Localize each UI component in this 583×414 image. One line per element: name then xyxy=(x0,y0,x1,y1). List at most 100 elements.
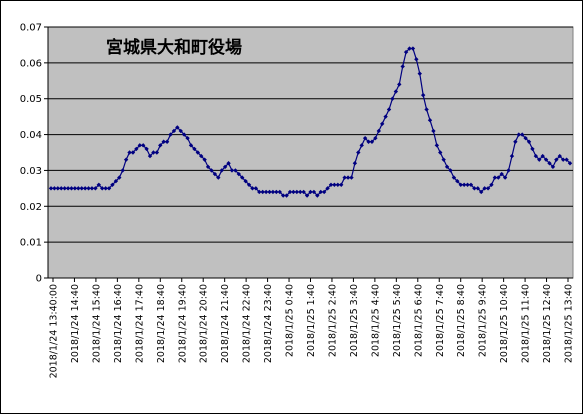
data-point xyxy=(274,189,279,195)
data-point xyxy=(308,189,313,195)
data-point xyxy=(519,132,525,137)
data-point xyxy=(171,128,177,134)
x-tick-label: 2018/1/24 22:40 xyxy=(242,284,253,363)
x-tick-label: 2018/1/25 5:40 xyxy=(392,284,403,357)
data-point xyxy=(438,150,443,155)
data-point xyxy=(369,139,375,144)
data-point xyxy=(496,175,501,180)
data-point xyxy=(465,182,470,187)
data-point xyxy=(106,186,112,191)
data-point xyxy=(304,193,310,198)
data-point xyxy=(117,175,122,180)
x-tick-label: 2018/1/24 16:40 xyxy=(113,284,124,363)
data-point xyxy=(383,114,388,119)
data-point xyxy=(509,153,515,159)
data-point xyxy=(567,161,573,166)
data-point xyxy=(311,189,317,195)
x-tick-label: 2018/1/25 2:40 xyxy=(327,284,338,357)
data-point xyxy=(321,189,327,195)
data-point xyxy=(554,157,559,162)
data-point xyxy=(451,175,457,180)
y-tick-label: 0.02 xyxy=(20,202,42,213)
data-point xyxy=(560,157,566,162)
data-point xyxy=(523,135,528,141)
data-point xyxy=(209,168,214,173)
data-point xyxy=(455,178,460,184)
data-point xyxy=(253,186,259,191)
data-point xyxy=(458,182,463,187)
data-point xyxy=(366,139,371,144)
data-point xyxy=(540,153,545,159)
data-point xyxy=(185,135,190,141)
data-point xyxy=(199,153,204,159)
data-point xyxy=(48,186,54,191)
plot-area xyxy=(47,26,574,279)
data-point xyxy=(362,135,368,141)
data-point xyxy=(240,175,245,180)
data-point xyxy=(550,164,556,170)
data-point xyxy=(103,186,108,191)
data-point xyxy=(263,189,269,195)
data-point xyxy=(407,46,412,51)
data-point xyxy=(100,186,105,191)
data-point xyxy=(485,186,491,191)
y-axis-ticks: 0 0.01 0.02 0.03 0.04 0.05 0.06 0.07 xyxy=(20,23,48,285)
data-point xyxy=(448,168,453,173)
data-point xyxy=(226,161,231,166)
x-tick-label: 2018/1/25 9:40 xyxy=(478,284,489,357)
data-point xyxy=(499,171,504,177)
data-point xyxy=(315,193,320,198)
data-point xyxy=(181,132,187,137)
y-tick-label: 0.06 xyxy=(20,58,42,69)
data-point xyxy=(175,125,180,130)
data-point xyxy=(479,189,484,195)
data-point xyxy=(537,157,542,162)
data-point xyxy=(417,71,422,76)
data-point xyxy=(352,161,358,166)
data-point xyxy=(318,189,323,195)
data-point xyxy=(530,146,535,152)
data-point xyxy=(386,107,392,112)
data-point xyxy=(93,186,98,191)
data-point xyxy=(359,143,364,148)
data-point xyxy=(96,182,102,187)
data-point xyxy=(250,186,255,191)
data-point xyxy=(400,64,405,69)
data-point xyxy=(144,146,149,152)
x-tick-label: 2018/1/24 20:40 xyxy=(199,284,210,363)
data-point xyxy=(427,118,433,123)
y-tick-label: 0.07 xyxy=(20,23,42,34)
data-point xyxy=(280,193,286,198)
data-point xyxy=(120,168,125,173)
y-tick-label: 0 xyxy=(36,274,42,285)
x-tick-label: 2018/1/24 23:40 xyxy=(263,284,274,363)
x-tick-label: 2018/1/25 10:40 xyxy=(499,284,510,363)
data-point xyxy=(257,189,262,195)
y-tick-label: 0.01 xyxy=(20,238,42,249)
data-point xyxy=(332,182,337,187)
data-point xyxy=(502,175,508,180)
data-point xyxy=(79,186,84,191)
data-point xyxy=(205,164,211,170)
data-point xyxy=(339,182,344,187)
x-tick-label: 2018/1/25 1:40 xyxy=(306,284,317,357)
data-point xyxy=(516,132,521,137)
x-tick-label: 2018/1/24 19:40 xyxy=(177,284,188,363)
data-point xyxy=(543,157,549,162)
y-tick-label: 0.05 xyxy=(20,94,42,105)
data-point xyxy=(533,153,539,159)
data-point xyxy=(325,186,330,191)
data-point xyxy=(431,128,436,134)
data-point xyxy=(76,186,81,191)
data-point xyxy=(461,182,467,187)
data-point xyxy=(345,175,351,180)
data-point xyxy=(342,175,347,180)
chart-title: 宮城県大和町役場 xyxy=(106,37,242,58)
data-point xyxy=(335,182,341,187)
data-point xyxy=(557,153,562,159)
data-point xyxy=(434,143,440,148)
x-tick-label: 2018/1/24 13:40:00 xyxy=(49,284,60,378)
x-tick-label: 2018/1/24 14:40 xyxy=(70,284,81,363)
x-tick-label: 2018/1/24 21:40 xyxy=(220,284,231,363)
